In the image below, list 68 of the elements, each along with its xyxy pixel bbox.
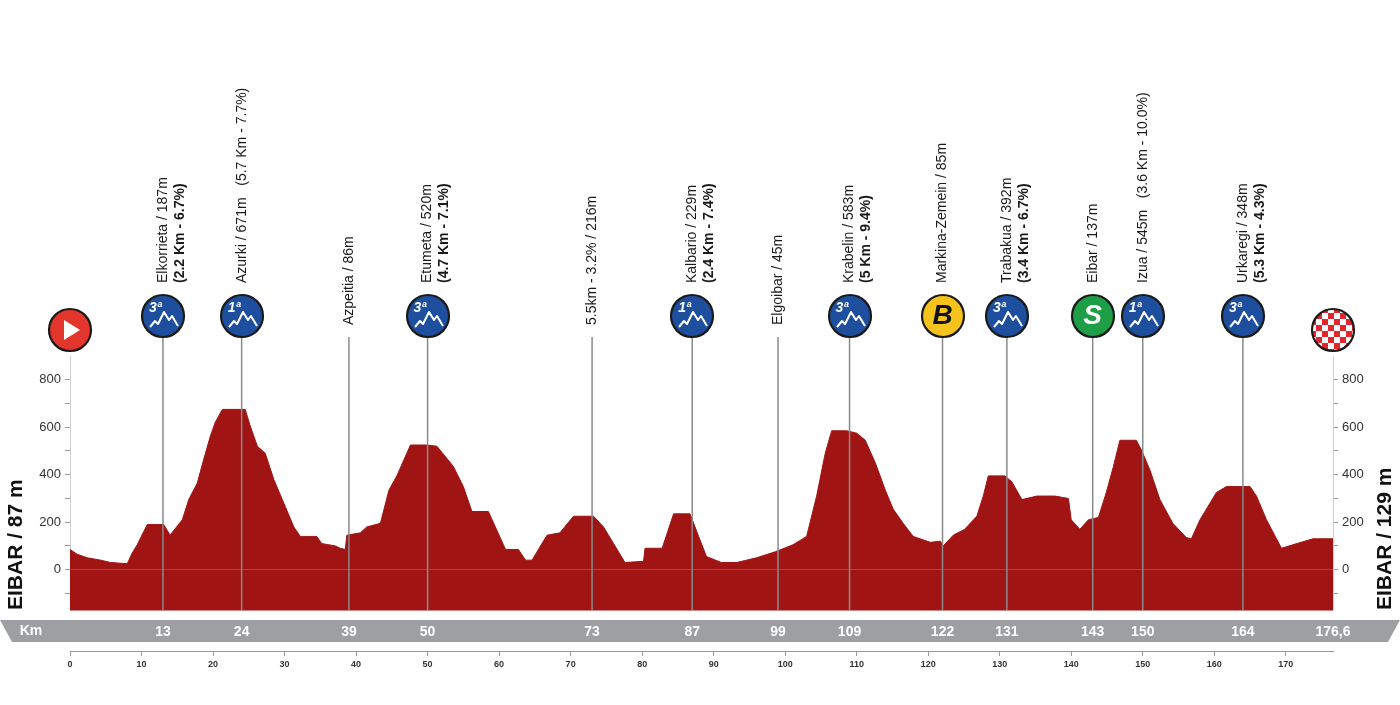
x-tick-label: 90 bbox=[708, 658, 719, 669]
x-tick-label: 160 bbox=[1206, 658, 1222, 669]
x2-tick-label: 24 bbox=[233, 623, 250, 640]
x-tick-label: 150 bbox=[1135, 658, 1151, 669]
x2-tick-label: 13 bbox=[155, 623, 171, 640]
x-tick-label: 140 bbox=[1063, 658, 1079, 669]
ref-line-label: Kalbario / 229m (2.4 Km - 7.4%) bbox=[683, 183, 717, 283]
x2-tick-label: 73 bbox=[584, 623, 601, 640]
ref-line-label: Elkorrieta / 187m (2.2 Km - 6.7%) bbox=[153, 177, 187, 283]
ref-line-label: Krabelin / 583m (5 Km - 9.4%) bbox=[840, 184, 874, 283]
x-tick-label: 110 bbox=[849, 658, 864, 669]
text: 3ª bbox=[1228, 299, 1243, 315]
x-tick-label: 120 bbox=[920, 658, 936, 669]
y2-axis-title: EIBAR / 129 m bbox=[1371, 467, 1395, 610]
text: 1ª bbox=[678, 299, 693, 315]
x2-tick-label: 109 bbox=[837, 623, 862, 640]
text: 1ª bbox=[227, 299, 242, 315]
ref-line-label: Etumeta / 520m (4.7 Km - 7.1%) bbox=[418, 183, 452, 283]
x2-tick-label: 176,6 bbox=[1315, 623, 1351, 640]
x2-tick-label: 50 bbox=[419, 623, 436, 640]
y-tick-label: 800 bbox=[39, 371, 61, 387]
x-tick-label: 50 bbox=[422, 658, 433, 669]
ref-line-label: Izua / 545m (3.6 Km - 10.0%) bbox=[1133, 92, 1150, 283]
y2-tick-label: 200 bbox=[1342, 513, 1364, 529]
y-tick-label: 0 bbox=[53, 561, 61, 577]
text: S bbox=[1082, 299, 1104, 330]
x2-axis-title: Km bbox=[19, 621, 43, 638]
x-tick-label: 100 bbox=[777, 658, 793, 669]
text: 1ª bbox=[1128, 299, 1143, 315]
text: 3ª bbox=[413, 299, 428, 315]
ref-line-label: Urkaregi / 348m (5.3 Km - 4.3%) bbox=[1233, 183, 1267, 283]
ref-line-label: Eibar / 137m bbox=[1083, 203, 1100, 283]
ref-line-label: 5.5km - 3.2% / 216m bbox=[582, 195, 599, 325]
ref-line-label: Trabakua / 392m (3.4 Km - 6.7%) bbox=[997, 177, 1031, 283]
x2-tick-label: 150 bbox=[1131, 623, 1155, 640]
y2-tick-label: 0 bbox=[1342, 561, 1350, 577]
y2-tick-label: 600 bbox=[1342, 418, 1364, 434]
text: 3ª bbox=[148, 299, 163, 315]
text: 3ª bbox=[992, 299, 1007, 315]
x2-tick-label: 164 bbox=[1231, 623, 1255, 640]
x2-tick-label: 131 bbox=[995, 623, 1019, 640]
ref-line-label: Azpeitia / 86m bbox=[339, 236, 356, 325]
ref-line-label: Elgoibar / 45m bbox=[768, 234, 785, 325]
x-tick-label: 40 bbox=[351, 658, 362, 669]
y-tick-label: 200 bbox=[39, 513, 61, 529]
y-tick-label: 400 bbox=[39, 466, 61, 482]
ref-line-label: Markina-Zemein / 85m bbox=[933, 142, 950, 283]
y2-tick-label: 400 bbox=[1342, 466, 1364, 482]
x2-tick-label: 39 bbox=[341, 623, 357, 640]
text: 3ª bbox=[835, 299, 850, 315]
x-tick-label: 10 bbox=[136, 658, 147, 669]
x-tick-label: 0 bbox=[67, 658, 73, 669]
x-tick-label: 170 bbox=[1278, 658, 1294, 669]
x-tick-label: 70 bbox=[565, 658, 576, 669]
y-tick-label: 600 bbox=[39, 418, 61, 434]
x2-tick-label: 87 bbox=[684, 623, 701, 640]
y2-tick-label: 800 bbox=[1342, 371, 1364, 387]
x2-tick-label: 122 bbox=[930, 623, 955, 640]
x-tick-label: 130 bbox=[992, 658, 1008, 669]
x2-tick-label: 99 bbox=[770, 623, 787, 640]
ref-line-label: Azurki / 671m (5.7 Km - 7.7%) bbox=[232, 87, 249, 283]
x-tick-label: 20 bbox=[208, 658, 219, 669]
y-axis-title: EIBAR / 87 m bbox=[2, 479, 26, 610]
x-tick-label: 30 bbox=[279, 658, 290, 669]
x2-tick-label: 143 bbox=[1081, 623, 1105, 640]
x-tick-label: 80 bbox=[637, 658, 648, 669]
text: B bbox=[931, 299, 954, 330]
x-tick-label: 60 bbox=[494, 658, 505, 669]
